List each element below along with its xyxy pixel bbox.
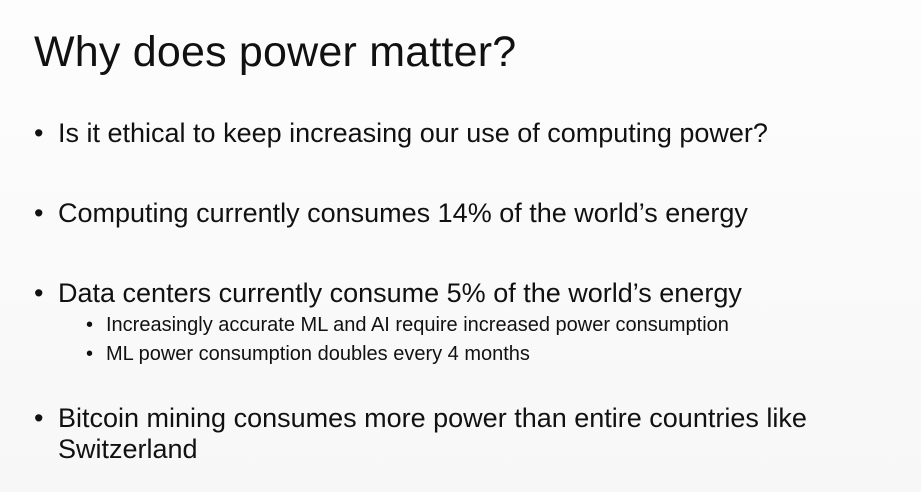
bullet-text: Data centers currently consume 5% of the… — [58, 278, 742, 308]
bullet-dot-icon: • — [34, 198, 44, 228]
bullet-item-ethics: • Is it ethical to keep increasing our u… — [34, 118, 914, 149]
subbullet-dot-icon: • — [86, 343, 94, 365]
bullet-dot-icon: • — [34, 118, 44, 148]
bullet-text: Bitcoin mining consumes more power than … — [58, 403, 807, 464]
bullet-item-data-centers: • Data centers currently consume 5% of t… — [34, 278, 914, 309]
bullet-text: Computing currently consumes 14% of the … — [58, 198, 748, 228]
bullet-item-bitcoin: • Bitcoin mining consumes more power tha… — [34, 403, 914, 465]
subbullet-item-doubling: • ML power consumption doubles every 4 m… — [86, 342, 921, 366]
subbullet-dot-icon: • — [86, 314, 94, 336]
subbullet-item-accuracy: • Increasingly accurate ML and AI requir… — [86, 313, 921, 337]
subbullet-text: Increasingly accurate ML and AI require … — [106, 314, 729, 336]
bullet-item-computing: • Computing currently consumes 14% of th… — [34, 198, 914, 229]
bullet-dot-icon: • — [34, 403, 44, 433]
subbullet-text: ML power consumption doubles every 4 mon… — [106, 343, 530, 365]
slide-title: Why does power matter? — [34, 28, 517, 76]
bullet-text: Is it ethical to keep increasing our use… — [58, 118, 768, 148]
bullet-dot-icon: • — [34, 278, 44, 308]
